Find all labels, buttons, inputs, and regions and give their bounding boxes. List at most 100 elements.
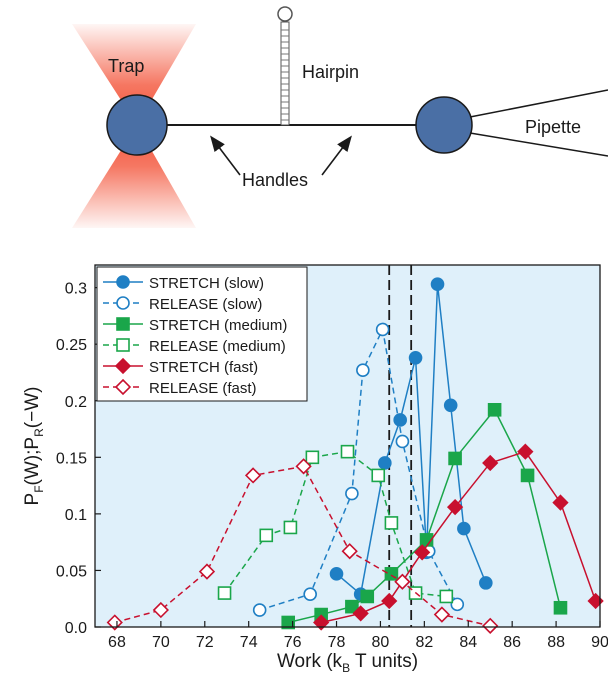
y-tick-label: 0.05 <box>56 563 87 580</box>
x-tick-label: 84 <box>459 634 477 651</box>
handles-label: Handles <box>242 170 308 190</box>
x-tick-label: 82 <box>415 634 433 651</box>
x-tick-label: 88 <box>547 634 565 651</box>
data-point <box>352 605 369 622</box>
legend-marker <box>116 296 130 310</box>
trap-label: Trap <box>108 56 144 76</box>
y-tick-label: 0.15 <box>56 450 87 467</box>
data-point <box>394 573 411 590</box>
legend-label: STRETCH (slow) <box>149 275 264 292</box>
data-point <box>106 614 123 631</box>
data-point <box>517 443 534 460</box>
data-point <box>487 402 502 417</box>
data-point <box>520 468 535 483</box>
data-point <box>371 468 386 483</box>
data-point <box>295 458 312 475</box>
data-point <box>457 521 471 536</box>
x-tick-label: 76 <box>284 634 302 651</box>
data-point <box>482 617 499 635</box>
data-point <box>360 589 375 604</box>
y-tick-label: 0.0 <box>65 620 87 637</box>
series-line <box>288 408 562 624</box>
plot-frame <box>94 264 601 628</box>
data-point <box>345 486 359 501</box>
y-tick-label: 0.2 <box>65 394 87 411</box>
axes: 68 70 72 74 76 78 80 82 84 86 88 90 0.0 0.05 0.1 0.15 0.… <box>56 281 608 651</box>
legend-label: RELEASE (slow) <box>149 296 262 313</box>
data-point <box>439 589 454 604</box>
data-point <box>217 586 232 600</box>
pipette-edge-top <box>469 89 608 118</box>
data-point <box>283 520 298 535</box>
series-layer <box>106 277 604 635</box>
data-point <box>384 516 399 530</box>
data-point <box>482 454 499 472</box>
data-point <box>443 398 458 413</box>
trap-beam-top <box>72 24 196 125</box>
x-tick-label: 90 <box>591 634 608 651</box>
series-line <box>259 327 458 611</box>
legend-box <box>96 266 308 402</box>
x-tick-label: 86 <box>503 634 521 651</box>
legend-label: STRETCH (fast) <box>149 359 258 376</box>
data-point <box>375 322 390 337</box>
data-point <box>313 614 330 631</box>
x-tick-label: 72 <box>196 634 214 651</box>
legend: STRETCH (slow) RELEASE (slow) STRETCH (med… <box>96 266 308 402</box>
crossing-lines <box>388 265 413 627</box>
series-4 <box>313 443 604 631</box>
pipette-bead <box>415 96 473 154</box>
data-point <box>414 544 431 561</box>
data-point <box>393 413 407 427</box>
data-point <box>552 494 569 511</box>
legend-marker <box>114 378 132 396</box>
data-point <box>305 450 320 465</box>
x-tick-label: 74 <box>240 634 258 651</box>
y-axis-label: PF(W);PR(−W) <box>22 387 46 506</box>
hairpin-icon <box>277 6 293 126</box>
legend-label: RELEASE (fast) <box>149 380 257 397</box>
x-tick-label: 78 <box>328 634 346 651</box>
data-point <box>553 600 568 615</box>
y-tick-label: 0.25 <box>56 337 87 354</box>
data-point <box>356 363 370 378</box>
data-point <box>450 597 465 612</box>
optical-trap-schematic: Trap Hairpin Handles Pipette <box>72 6 608 228</box>
series-3 <box>217 444 454 604</box>
data-point <box>381 592 398 610</box>
data-point <box>433 606 451 623</box>
data-point <box>341 543 358 560</box>
x-tick-label: 80 <box>372 634 390 651</box>
series-line <box>336 284 487 596</box>
legend-label: RELEASE (medium) <box>149 338 286 355</box>
handle-arrow-left <box>210 135 241 176</box>
data-point <box>378 456 392 470</box>
pipette-label: Pipette <box>525 117 581 137</box>
x-axis-label: Work (kB T units) <box>277 651 418 675</box>
data-point <box>281 615 296 630</box>
trap-beam-bottom <box>72 125 196 228</box>
data-point <box>303 587 317 601</box>
data-point <box>244 467 262 484</box>
data-point <box>479 576 493 590</box>
data-point <box>340 444 355 459</box>
pipette-edge-bottom <box>469 132 608 157</box>
data-point <box>395 434 410 449</box>
legend-marker <box>116 317 130 331</box>
x-tick-label: 68 <box>108 634 126 651</box>
data-point <box>152 601 170 619</box>
data-point <box>446 498 464 516</box>
data-point <box>448 451 462 466</box>
data-point <box>345 599 359 614</box>
legend-marker <box>114 357 132 375</box>
x-tick-label: 70 <box>152 634 170 651</box>
y-tick-label: 0.1 <box>65 507 87 524</box>
handle-arrow-right <box>321 135 352 176</box>
series-5 <box>106 458 499 635</box>
legend-marker <box>116 338 130 352</box>
data-point <box>198 563 216 580</box>
legend-marker <box>116 275 130 289</box>
data-point <box>252 603 267 617</box>
